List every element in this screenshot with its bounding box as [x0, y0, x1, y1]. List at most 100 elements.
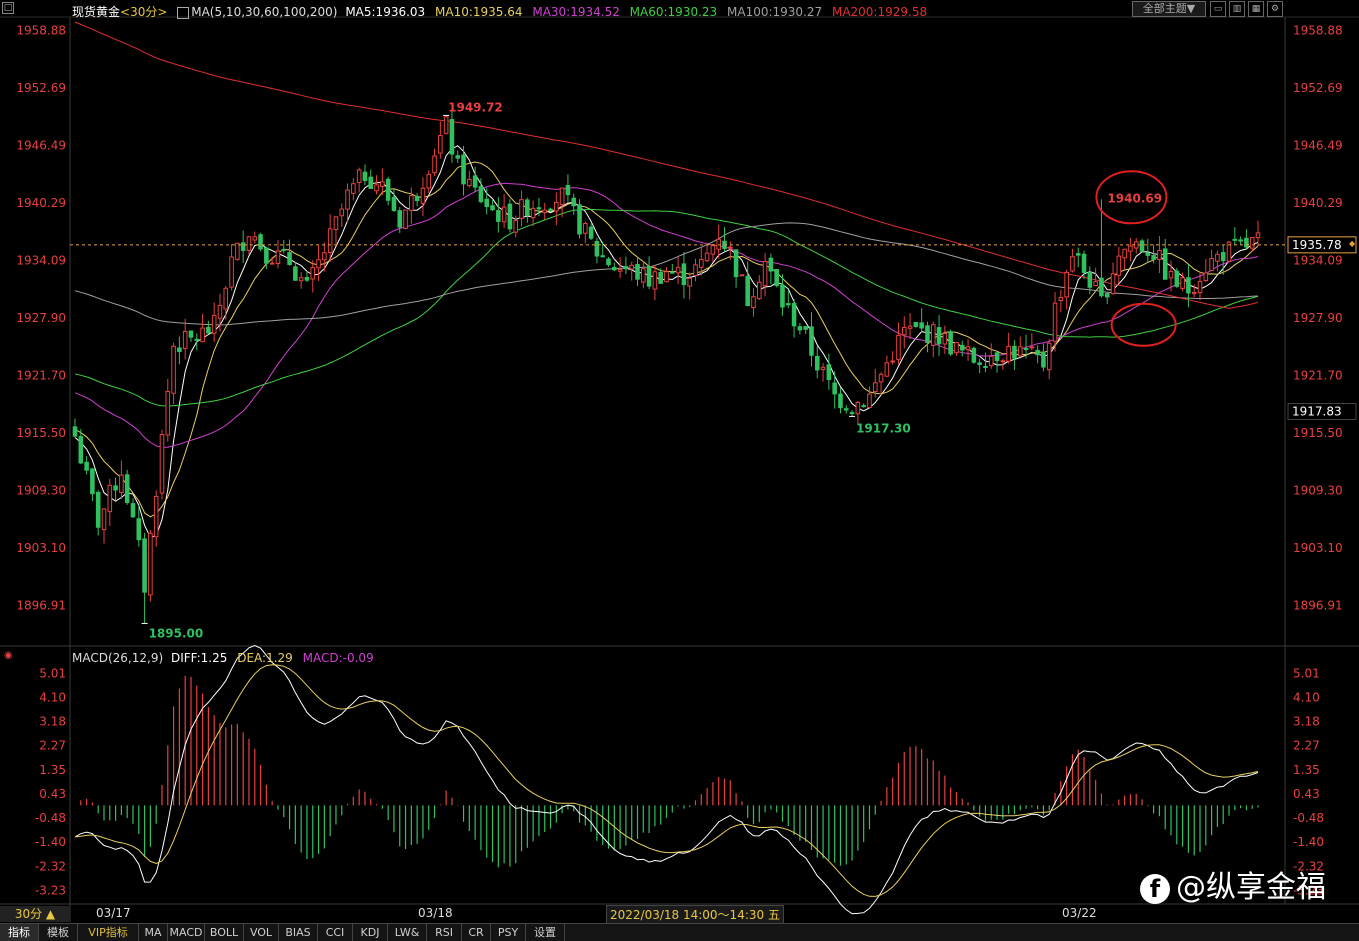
candle-body: [1186, 277, 1191, 294]
candle-body: [594, 240, 600, 257]
candle-body: [101, 508, 107, 531]
tab-psy[interactable]: PSY: [491, 924, 526, 941]
ma10-value: MA10:1935.64: [435, 5, 523, 19]
candle-body: [780, 284, 785, 308]
price-tick-left-1: 1952.69: [16, 81, 66, 95]
candle-body: [1075, 253, 1081, 256]
candle-body: [472, 175, 478, 188]
tab-rsi[interactable]: RSI: [427, 924, 462, 941]
price-tick-right-0: 1958.88: [1293, 23, 1343, 37]
tab-cci[interactable]: CCI: [318, 924, 353, 941]
ma30-value: MA30:1934.52: [532, 5, 620, 19]
settings-icon[interactable]: ⚙: [1267, 1, 1283, 17]
candle-body: [188, 330, 194, 338]
candle-body: [577, 204, 582, 235]
ma200-value: MA200:1929.58: [831, 5, 928, 19]
window-icon[interactable]: ▭: [1210, 1, 1226, 17]
tab-lw[interactable]: LW&: [388, 924, 427, 941]
ma60-value: MA60:1930.23: [629, 5, 718, 19]
candle-body: [797, 326, 803, 331]
candle-body: [124, 474, 130, 504]
watermark: f @纵享金福: [1140, 862, 1326, 906]
candle-body: [95, 491, 101, 528]
ma-line-ma60: [74, 208, 1259, 407]
candle-body: [716, 238, 721, 250]
period-label[interactable]: <30分>: [120, 5, 168, 19]
candle-body: [403, 209, 408, 229]
tab-settings[interactable]: 设置: [526, 924, 565, 941]
brand-logo-icon: f: [1140, 873, 1170, 904]
tab-ma[interactable]: MA: [139, 924, 168, 941]
ma-settings-icon[interactable]: [177, 6, 190, 19]
candle-body: [362, 171, 368, 182]
candle-body: [675, 266, 681, 274]
candle-body: [1191, 291, 1197, 295]
candle-body: [1162, 248, 1168, 280]
ma100-value: MA100:1930.27: [727, 5, 823, 19]
tab-template[interactable]: 模板: [39, 924, 78, 941]
ma-line-ma5: [74, 145, 1259, 538]
macd-settings-icon[interactable]: ◉: [4, 650, 13, 661]
candle-body: [165, 390, 171, 436]
candle-body: [322, 252, 327, 261]
candle-body: [264, 247, 269, 264]
candle-body: [1006, 345, 1011, 362]
tab-indicator[interactable]: 指标: [0, 924, 39, 941]
candle-body: [1215, 253, 1220, 262]
candle-body: [119, 474, 124, 493]
candle-body: [240, 242, 246, 251]
candle-body: [612, 267, 617, 271]
theme-select-button[interactable]: 全部主题▼: [1132, 1, 1206, 17]
candle-body: [304, 276, 310, 281]
period-button[interactable]: 30分 ▲: [0, 906, 70, 922]
tab-kdj[interactable]: KDJ: [353, 924, 388, 941]
candle-body: [113, 485, 118, 491]
candle-body: [745, 275, 750, 307]
cursor-time-label: 2022/03/18 14:00～14:30 五: [606, 905, 784, 924]
candle-body: [142, 538, 147, 593]
candle-body: [1157, 249, 1162, 260]
grid-icon[interactable]: ▦: [1248, 1, 1264, 17]
candle-body: [907, 325, 913, 329]
candle-body: [872, 382, 878, 392]
candle-body: [855, 401, 861, 415]
candle-body: [246, 236, 252, 251]
tab-vol[interactable]: VOL: [244, 924, 279, 941]
macd-tick-right-6: -0.48: [1293, 811, 1324, 825]
candle-body: [664, 271, 669, 283]
candle-body: [942, 333, 948, 345]
macd-tick-left-5: 0.43: [39, 787, 66, 801]
candle-body: [136, 518, 142, 541]
candle-body: [930, 324, 936, 346]
tab-boll[interactable]: BOLL: [205, 924, 244, 941]
tab-cr[interactable]: CR: [462, 924, 491, 941]
candle-body: [925, 325, 930, 343]
candle-body: [1209, 258, 1214, 272]
date-label-0322: 03/22: [1062, 906, 1097, 920]
candle-body: [1029, 346, 1035, 349]
candle-body: [1249, 237, 1255, 249]
split-icon[interactable]: ▥: [1229, 1, 1245, 17]
candle-body: [1046, 342, 1052, 371]
candle-body: [629, 264, 634, 270]
tab-macd[interactable]: MACD: [168, 924, 205, 941]
candle-body: [530, 207, 536, 219]
candle-body: [559, 187, 565, 206]
macd-tick-left-1: 4.10: [39, 691, 66, 705]
candle-body: [1081, 253, 1087, 273]
candle-body: [281, 248, 287, 251]
candle-body: [954, 342, 959, 354]
price-tick-left-0: 1958.88: [16, 23, 66, 37]
candle-body: [536, 207, 542, 210]
candle-body: [217, 304, 223, 319]
candle-body: [1093, 281, 1098, 287]
candle-body: [687, 277, 692, 287]
corner-menu-icon[interactable]: □: [2, 2, 14, 14]
tab-vip-indicator[interactable]: VIP指标: [78, 924, 139, 941]
candle-body: [507, 203, 513, 230]
candle-body: [652, 271, 658, 290]
tab-bias[interactable]: BIAS: [279, 924, 318, 941]
macd-value: MACD:-0.09: [302, 651, 374, 665]
